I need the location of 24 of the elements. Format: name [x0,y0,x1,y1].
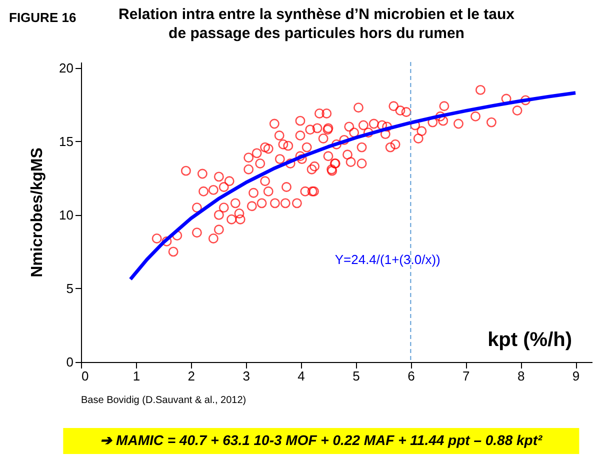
x-tick-label: 0 [82,368,89,384]
text: Base Bovidig (D.Sauvant & al., 2012) [81,395,246,406]
x-tick-label: 5 [352,368,360,384]
y-tick-label: 20 [59,60,74,76]
x-tick-label: 4 [298,368,305,384]
x-tick-label: 1 [132,368,140,384]
text: ➔ MAMIC = 40.7 + 63.1 10-3 MOF + 0.22 MAF + 11.44 ppt – 0.88 kpt² [100,432,543,448]
x-tick-label: 3 [242,368,250,384]
text: de passage des particules hors du rumen [168,25,464,42]
x-axis-title: kpt (%/h) [488,329,572,351]
text: Y=24.4/(1+(3.0/x)) [334,252,440,267]
line-series [128,91,578,281]
x-tick-label: 7 [462,368,470,384]
y-axis-title: Nmicrobes/kgMS [29,147,46,278]
x-tick-label: 9 [572,368,580,384]
y-tick-label: 15 [59,134,74,149]
y-tick-label: 5 [66,280,74,296]
caption: FIGURE 16 [9,10,76,25]
text: Relation intra entre la synthèse d’N microbien et le taux [118,6,514,23]
x-tick-label: 8 [517,368,525,384]
x-tick-label: 6 [408,368,415,384]
y-tick-label: 10 [59,207,74,222]
x-tick-label: 2 [188,368,196,384]
y-tick-label: 0 [66,354,74,370]
